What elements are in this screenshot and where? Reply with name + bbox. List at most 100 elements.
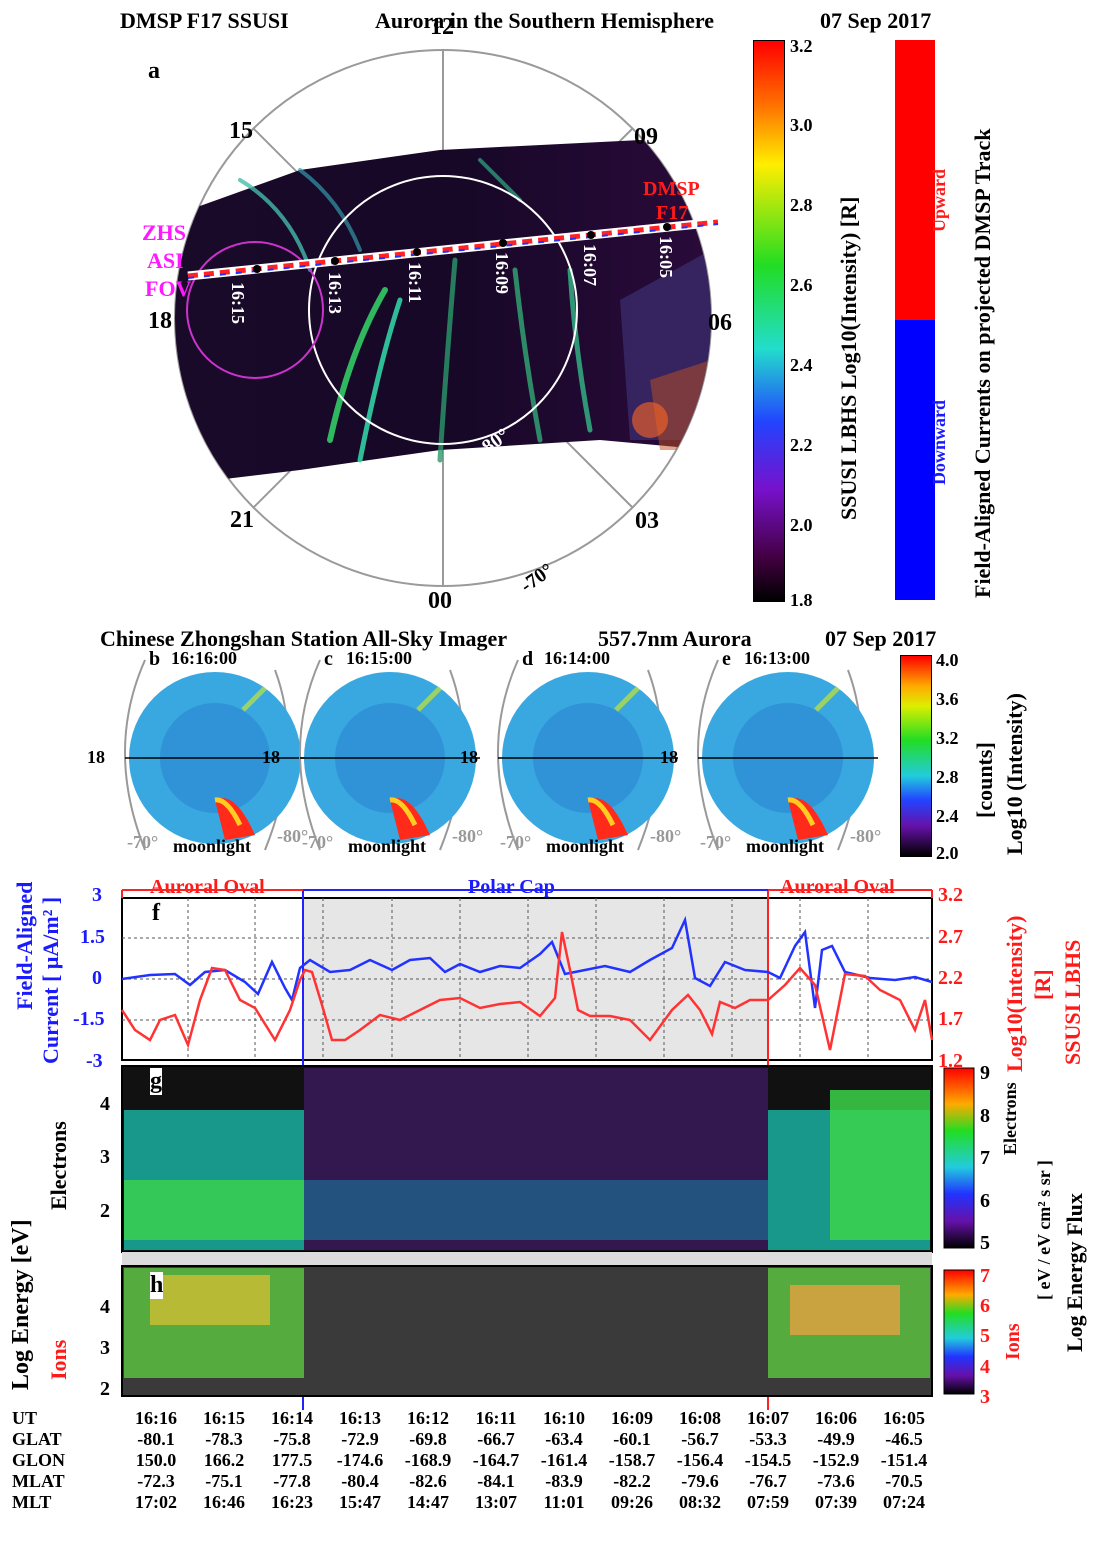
- ephemeris-cell: -83.9: [545, 1471, 583, 1491]
- ephemeris-cell: -168.9: [404, 1450, 452, 1470]
- panel-a-title-left: DMSP F17 SSUSI: [120, 8, 289, 33]
- asi-panel-label: d: [522, 648, 534, 670]
- ephemeris-row-mlt: MLT 17:02 16:46 16:23 15:47 14:47 13:07 11:01 09…: [12, 1492, 938, 1513]
- asi-cbar-title-1: Log10 (Intensity): [1002, 693, 1027, 855]
- fac-upward-label: Upward: [929, 168, 949, 232]
- ephemeris-cell: -63.4: [545, 1429, 583, 1449]
- ephemeris-cell: -164.7: [472, 1450, 520, 1470]
- ephemeris-cell: 16:13: [339, 1408, 381, 1428]
- h-cbar-title: Ions: [1002, 1323, 1024, 1360]
- g-cbar-tick-4: 5: [980, 1232, 990, 1254]
- ephemeris-cell: 16:12: [407, 1408, 449, 1428]
- ephemeris-cell: 16:10: [543, 1408, 585, 1428]
- ephemeris-cell: 16:05: [883, 1408, 925, 1428]
- asi-title-right: 07 Sep 2017: [825, 626, 937, 651]
- ephemeris-cell: -75.1: [205, 1471, 243, 1491]
- asi-lat-right: -80°: [850, 826, 882, 846]
- ephemeris-cell: -158.7: [608, 1450, 656, 1470]
- ephemeris-cell: 17:02: [135, 1492, 177, 1512]
- asi-hour-label: 18: [262, 747, 280, 767]
- log-energy-label: Log Energy [eV]: [8, 1219, 34, 1390]
- ephemeris-cell: -70.5: [885, 1471, 923, 1491]
- ions-axis-label: Ions: [46, 1339, 71, 1380]
- ephemeris-cell: 16:15: [203, 1408, 245, 1428]
- ephemeris-cell: 07:39: [815, 1492, 857, 1512]
- f-right-title-1: Log10(Intensity): [1002, 915, 1027, 1072]
- asi-panel-c: c 16:15:00 18 -70° -80° moonlight: [262, 648, 490, 860]
- ssusi-cbar-tick-7: 1.8: [790, 590, 813, 610]
- ephemeris-cell: 07:24: [883, 1492, 925, 1512]
- asi-hour-label: 18: [87, 747, 105, 767]
- asi-panel-label: b: [149, 648, 161, 670]
- ephemeris-cell: 16:06: [815, 1408, 857, 1428]
- mlt-15: 15: [229, 118, 253, 144]
- ion-colorbar: [943, 1269, 975, 1395]
- ephemeris-row-mlat: MLAT -72.3 -75.1 -77.8 -80.4 -82.6 -84.1 -83.9 -…: [12, 1471, 938, 1492]
- ephemeris-cell: 177.5: [271, 1450, 313, 1470]
- ephemeris-row-glon: GLON 150.0 166.2 177.5 -174.6 -168.9 -164.7 -16…: [12, 1450, 938, 1471]
- asi-cbar-tick-3: 2.8: [936, 767, 959, 787]
- ssusi-cbar-tick-0: 3.2: [790, 36, 813, 56]
- h-cbar-tick-3: 4: [980, 1356, 990, 1378]
- polar-map: [174, 49, 719, 587]
- ephemeris-cell: 16:08: [679, 1408, 721, 1428]
- asi-lat-left: -70°: [500, 832, 532, 852]
- ephemeris-cell: -72.9: [341, 1429, 379, 1449]
- f-left-tick-1: 1.5: [80, 926, 105, 948]
- electron-colorbar: [943, 1067, 975, 1249]
- h-cbar-tick-0: 7: [980, 1265, 990, 1287]
- ephemeris-cell: -56.7: [681, 1429, 719, 1449]
- f-left-tick-0: 3: [92, 884, 102, 906]
- ephemeris-row-label: MLAT: [12, 1471, 65, 1491]
- ephemeris-cell: -161.4: [540, 1450, 588, 1470]
- ephemeris-cell: -73.6: [817, 1471, 855, 1491]
- track-time-1611: 16:11: [405, 262, 425, 304]
- ephemeris-cell: 16:46: [203, 1492, 245, 1512]
- mlt-09: 09: [634, 124, 658, 150]
- ssusi-cbar-tick-3: 2.6: [790, 275, 813, 295]
- ephemeris-cell: -72.3: [137, 1471, 175, 1491]
- region-left-label: Auroral Oval: [150, 876, 265, 898]
- f-right-tick-0: 3.2: [938, 884, 963, 906]
- ephemeris-cell: -60.1: [613, 1429, 651, 1449]
- ssusi-swath: [175, 140, 711, 485]
- fac-title: Field-Aligned Currents on projected DMSP…: [970, 128, 995, 598]
- ephemeris-cell: -174.6: [336, 1450, 384, 1470]
- zhs-label-2: ASI: [147, 248, 184, 273]
- g-tick-0: 4: [100, 1093, 110, 1115]
- f-left-tick-4: -3: [86, 1050, 103, 1072]
- ephemeris-cell: -75.8: [273, 1429, 311, 1449]
- ephemeris-row-glat: GLAT -80.1 -78.3 -75.8 -72.9 -69.8 -66.7 -63.4 -…: [12, 1429, 938, 1450]
- asi-title-mid: 557.7nm Aurora: [598, 626, 752, 651]
- asi-moon-label: moonlight: [348, 836, 427, 856]
- asi-cbar-tick-1: 3.6: [936, 689, 959, 709]
- fac-downward-label: Downward: [929, 399, 949, 485]
- g-cbar-tick-1: 8: [980, 1105, 990, 1127]
- ephemeris-row-ut: UT 16:16 16:15 16:14 16:13 16:12 16:11 16:10 16:…: [12, 1408, 938, 1429]
- panel-a-title-mid: Aurora in the Southern Hemisphere: [375, 8, 714, 33]
- ssusi-cbar-tick-2: 2.8: [790, 195, 813, 215]
- region-right-label: Auroral Oval: [780, 876, 895, 898]
- mlt-00: 00: [428, 588, 452, 614]
- ephemeris-cell: -82.6: [409, 1471, 447, 1491]
- energy-flux-units: [ eV / eV cm² s sr ]: [1034, 1160, 1054, 1300]
- ephemeris-cell: -154.5: [744, 1450, 792, 1470]
- ephemeris-cell: -79.6: [681, 1471, 719, 1491]
- asi-lat-right: -80°: [650, 826, 682, 846]
- ssusi-cbar-tick-1: 3.0: [790, 115, 813, 135]
- time-series-panels: [120, 889, 975, 1410]
- ephemeris-cell: -46.5: [885, 1429, 923, 1449]
- electrons-axis-label: Electrons: [46, 1121, 71, 1210]
- asi-lat-left: -70°: [302, 832, 334, 852]
- asi-moon-label: moonlight: [546, 836, 625, 856]
- ephemeris-row-label: MLT: [12, 1492, 52, 1512]
- ephemeris-cell: 13:07: [475, 1492, 517, 1512]
- ssusi-cbar-tick-4: 2.4: [790, 355, 813, 375]
- asi-cbar-title-2: [counts]: [972, 742, 997, 818]
- ephemeris-cell: -156.4: [676, 1450, 724, 1470]
- asi-panel-d: d 16:14:00 18 -70° -80° moonlight: [460, 648, 688, 860]
- ephemeris-cell: -80.4: [341, 1471, 379, 1491]
- ephemeris-cell: -77.8: [273, 1471, 311, 1491]
- ephemeris-row-label: GLON: [12, 1450, 66, 1470]
- f-right-tick-4: 1.2: [938, 1050, 963, 1072]
